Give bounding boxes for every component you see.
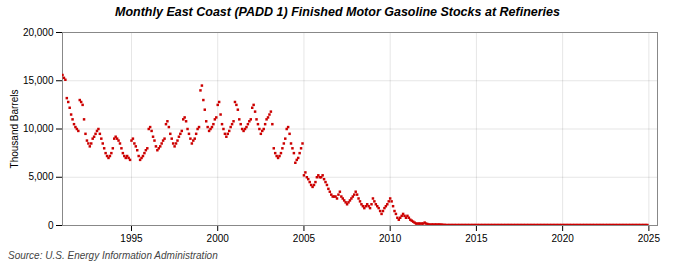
svg-text:2005: 2005 <box>293 233 316 244</box>
svg-text:15,000: 15,000 <box>23 75 54 86</box>
html-text:Source: U.S. Energy Informatio: Source: U.S. Energy Information Administ… <box>8 250 218 261</box>
svg-text:2010: 2010 <box>379 233 402 244</box>
svg-text:10,000: 10,000 <box>23 123 54 134</box>
svg-text:2015: 2015 <box>465 233 488 244</box>
svg-text:2025: 2025 <box>638 233 661 244</box>
svg-text:Thousand Barrels: Thousand Barrels <box>9 90 20 169</box>
svg-text:0: 0 <box>48 220 54 231</box>
svg-text:2000: 2000 <box>207 233 230 244</box>
svg-text:2020: 2020 <box>552 233 575 244</box>
svg-text:20,000: 20,000 <box>23 27 54 38</box>
svg-text:5,000: 5,000 <box>28 171 53 182</box>
svg-text:1995: 1995 <box>120 233 143 244</box>
html-text:Monthly East Coast (PADD 1) Fi: Monthly East Coast (PADD 1) Finished Mot… <box>115 5 560 19</box>
